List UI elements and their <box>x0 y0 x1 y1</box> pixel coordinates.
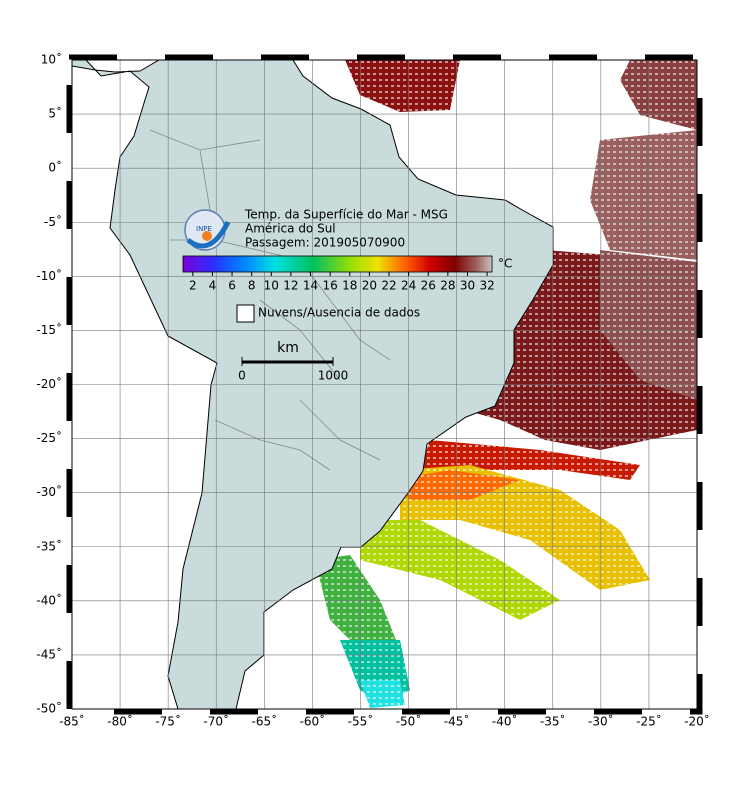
scale-start: 0 <box>238 369 246 383</box>
title-line: Temp. da Superfície do Mar - MSG <box>244 208 448 222</box>
x-tick-label: -85˚ <box>59 714 85 729</box>
y-tick-label: -25˚ <box>36 430 62 445</box>
y-tick-label: 10˚ <box>41 52 62 67</box>
x-tick-label: -65˚ <box>252 714 278 729</box>
colorbar-tick-label: 26 <box>421 279 436 293</box>
frame-border <box>66 54 703 715</box>
legend-label: Nuvens/Ausencia de dados <box>258 306 420 320</box>
colorbar-tick-label: 22 <box>381 279 396 293</box>
y-tick-label: -10˚ <box>36 268 62 283</box>
x-tick-label: -25˚ <box>636 714 662 729</box>
y-tick-label: 0˚ <box>48 160 62 175</box>
x-tick-label: -60˚ <box>300 714 326 729</box>
title-line: Passagem: 201905070900 <box>245 236 405 250</box>
colorbar-tick-label: 20 <box>362 279 377 293</box>
y-tick-label: -40˚ <box>36 592 62 607</box>
colorbar-tick-label: 8 <box>248 279 256 293</box>
y-tick-label: 5˚ <box>48 106 62 121</box>
logo-dot <box>202 231 212 241</box>
x-tick-label: -80˚ <box>107 714 133 729</box>
colorbar-tick-label: 28 <box>440 279 455 293</box>
scale-end: 1000 <box>318 369 349 383</box>
y-tick-label: -15˚ <box>36 322 62 337</box>
x-tick-label: -30˚ <box>588 714 614 729</box>
logo: INPE <box>184 209 231 251</box>
y-tick-label: -50˚ <box>36 701 62 716</box>
colorbar <box>182 255 493 273</box>
legend-swatch <box>236 304 255 323</box>
frame <box>71 59 698 710</box>
colorbar-tick-label: 2 <box>189 279 197 293</box>
logo-arc <box>186 220 231 249</box>
logo-text: INPE <box>196 225 212 233</box>
colorbar-tick-label: 16 <box>323 279 338 293</box>
x-tick-label: -20˚ <box>684 714 710 729</box>
y-tick-label: -45˚ <box>36 646 62 661</box>
colorbar-tick-label: 10 <box>264 279 279 293</box>
x-tick-label: -35˚ <box>540 714 566 729</box>
y-tick-label: -35˚ <box>36 538 62 553</box>
colorbar-tick-label: 12 <box>283 279 298 293</box>
title-line: América do Sul <box>245 222 336 236</box>
colorbar-unit: °C <box>498 257 512 271</box>
x-tick-label: -55˚ <box>348 714 374 729</box>
colorbar-tick-label: 30 <box>460 279 475 293</box>
colorbar-tick-label: 14 <box>303 279 318 293</box>
sst-field <box>72 60 697 709</box>
colorbar-ticks: 2 4 6 8 10 12 14 16 18 20 22 24 26 28 30 32 <box>189 272 495 293</box>
x-tick-label: -40˚ <box>492 714 518 729</box>
colorbar-tick-label: 32 <box>479 279 494 293</box>
graticule <box>72 60 697 709</box>
x-tick-label: -70˚ <box>203 714 229 729</box>
y-tick-label: -30˚ <box>36 484 62 499</box>
colorbar-tick-label: 24 <box>401 279 416 293</box>
colorbar-tick-label: 18 <box>342 279 357 293</box>
x-tick-label: -75˚ <box>155 714 181 729</box>
scale-unit: km <box>277 340 299 356</box>
colorbar-tick-label: 4 <box>209 279 217 293</box>
colorbar-tick-label: 6 <box>228 279 236 293</box>
y-tick-label: -20˚ <box>36 376 62 391</box>
y-tick-label: -5˚ <box>44 214 62 229</box>
x-tick-label: -50˚ <box>396 714 422 729</box>
x-tick-label: -45˚ <box>444 714 470 729</box>
